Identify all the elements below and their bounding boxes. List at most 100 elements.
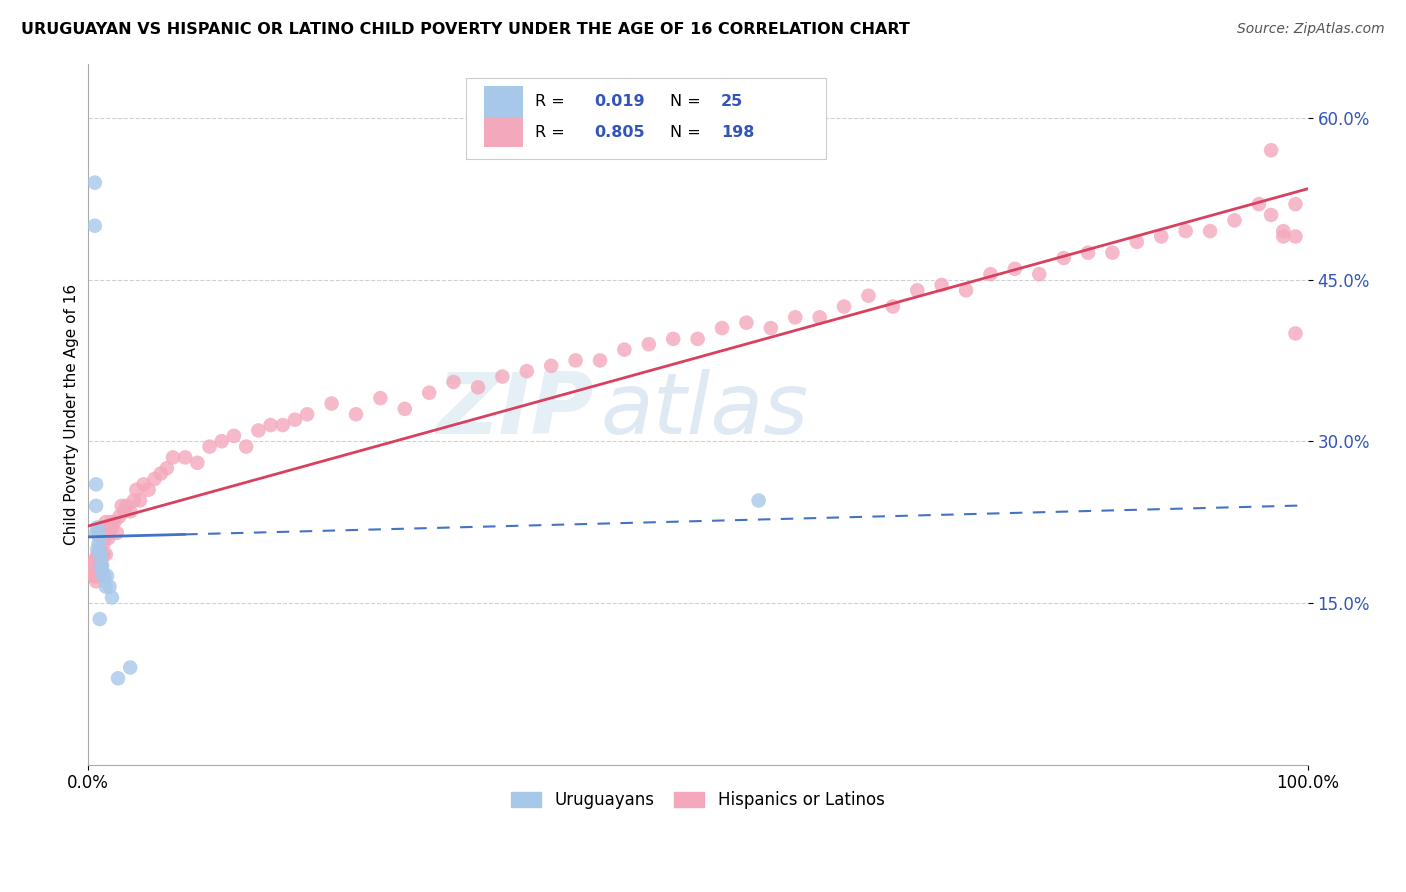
Point xyxy=(83,219,105,233)
Point xyxy=(94,547,117,561)
Point xyxy=(84,564,107,578)
Point xyxy=(132,477,155,491)
Point xyxy=(295,407,318,421)
Point xyxy=(90,558,112,573)
Point xyxy=(613,343,636,357)
Point xyxy=(759,321,782,335)
Point xyxy=(174,450,197,465)
Point xyxy=(198,440,221,454)
Legend: Uruguayans, Hispanics or Latinos: Uruguayans, Hispanics or Latinos xyxy=(505,784,891,815)
Point xyxy=(96,569,118,583)
Text: R =: R = xyxy=(536,94,571,109)
FancyBboxPatch shape xyxy=(465,78,825,159)
Point xyxy=(94,580,117,594)
Point xyxy=(112,504,135,518)
Point xyxy=(89,547,111,561)
Point xyxy=(138,483,160,497)
Point xyxy=(98,525,121,540)
Point xyxy=(162,450,184,465)
Point xyxy=(93,536,115,550)
Point xyxy=(344,407,367,421)
Point xyxy=(222,429,245,443)
Point xyxy=(1174,224,1197,238)
Point xyxy=(370,391,392,405)
Point xyxy=(1101,245,1123,260)
Point xyxy=(83,176,105,190)
Point xyxy=(120,504,142,518)
Point xyxy=(1004,261,1026,276)
Point xyxy=(83,569,105,583)
Point xyxy=(87,525,110,540)
Point xyxy=(89,531,111,545)
Point xyxy=(83,558,105,573)
Point xyxy=(111,499,134,513)
Point xyxy=(711,321,734,335)
Point xyxy=(94,515,117,529)
Point xyxy=(105,525,128,540)
Point xyxy=(107,671,129,685)
Y-axis label: Child Poverty Under the Age of 16: Child Poverty Under the Age of 16 xyxy=(65,284,79,545)
Point xyxy=(98,580,121,594)
Point xyxy=(1053,251,1076,265)
Point xyxy=(101,520,124,534)
Point xyxy=(108,509,131,524)
Point xyxy=(905,284,928,298)
Point xyxy=(259,418,281,433)
Point xyxy=(1260,143,1282,157)
Point xyxy=(637,337,659,351)
Text: URUGUAYAN VS HISPANIC OR LATINO CHILD POVERTY UNDER THE AGE OF 16 CORRELATION CH: URUGUAYAN VS HISPANIC OR LATINO CHILD PO… xyxy=(21,22,910,37)
Point xyxy=(1272,229,1295,244)
Point xyxy=(93,547,115,561)
Point xyxy=(858,289,880,303)
Point xyxy=(115,499,138,513)
Point xyxy=(418,385,440,400)
Text: Source: ZipAtlas.com: Source: ZipAtlas.com xyxy=(1237,22,1385,37)
Point xyxy=(955,284,977,298)
Point xyxy=(1260,208,1282,222)
Point xyxy=(86,547,108,561)
Point xyxy=(211,434,233,449)
Point xyxy=(122,493,145,508)
Point xyxy=(120,660,142,674)
Point xyxy=(87,569,110,583)
Point xyxy=(491,369,513,384)
Point xyxy=(748,493,770,508)
Point xyxy=(91,520,114,534)
Point xyxy=(86,520,108,534)
Point xyxy=(1077,245,1099,260)
Point xyxy=(84,569,107,583)
Point xyxy=(1272,224,1295,238)
Point xyxy=(90,547,112,561)
Point xyxy=(686,332,709,346)
Point xyxy=(832,300,855,314)
Point xyxy=(540,359,562,373)
Point xyxy=(467,380,489,394)
Point xyxy=(83,564,105,578)
Point xyxy=(86,541,108,556)
Text: 25: 25 xyxy=(721,94,742,109)
Point xyxy=(89,547,111,561)
Point xyxy=(84,477,107,491)
Point xyxy=(443,375,465,389)
Point xyxy=(100,515,122,529)
FancyBboxPatch shape xyxy=(484,86,523,117)
Point xyxy=(83,569,105,583)
Point xyxy=(96,525,118,540)
Point xyxy=(1284,197,1306,211)
Point xyxy=(90,547,112,561)
Point xyxy=(91,547,114,561)
Point xyxy=(564,353,586,368)
Point xyxy=(1199,224,1222,238)
Point xyxy=(87,564,110,578)
Point xyxy=(1126,235,1149,249)
Point xyxy=(931,277,953,292)
Point xyxy=(1150,229,1173,244)
Point xyxy=(1028,267,1050,281)
Point xyxy=(143,472,166,486)
Point xyxy=(89,541,111,556)
Point xyxy=(91,558,114,573)
Point xyxy=(247,424,270,438)
Point xyxy=(84,553,107,567)
Point xyxy=(86,569,108,583)
FancyBboxPatch shape xyxy=(484,117,523,147)
